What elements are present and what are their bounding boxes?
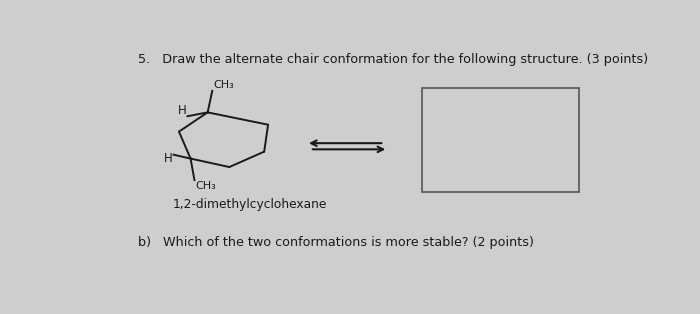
Text: H: H — [164, 152, 173, 165]
Text: H: H — [178, 104, 187, 117]
Text: CH₃: CH₃ — [213, 80, 234, 90]
Text: CH₃: CH₃ — [195, 181, 216, 191]
Text: 5.   Draw the alternate chair conformation for the following structure. (3 point: 5. Draw the alternate chair conformation… — [138, 53, 648, 66]
Text: 1,2-dimethylcyclohexane: 1,2-dimethylcyclohexane — [173, 198, 327, 211]
Text: b)   Which of the two conformations is more stable? (2 points): b) Which of the two conformations is mor… — [138, 236, 533, 249]
